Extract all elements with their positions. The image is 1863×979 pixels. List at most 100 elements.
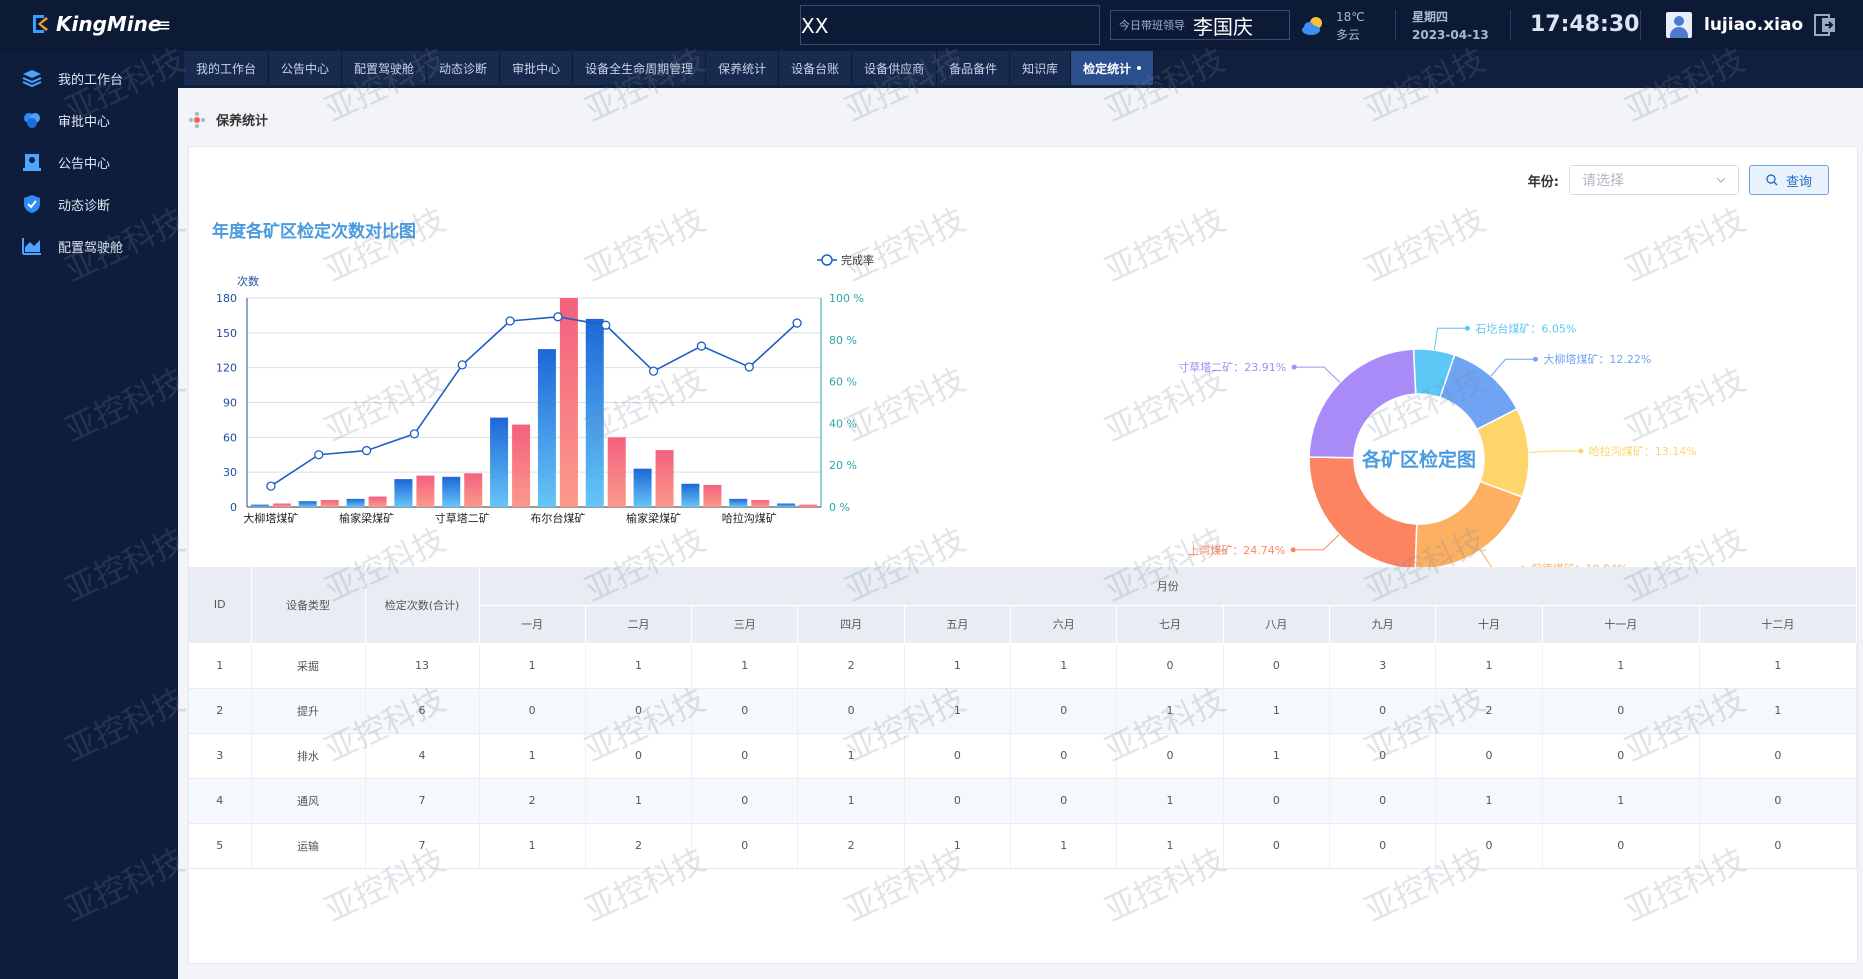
query-button[interactable]: 查询 — [1749, 165, 1829, 195]
sidebar-item-label: 配置驾驶舱 — [58, 240, 124, 256]
cell-month-value: 1 — [1435, 643, 1543, 689]
col-header-month: 八月 — [1223, 605, 1331, 644]
cell-month-value: 3 — [1329, 643, 1437, 689]
cell-month-value: 0 — [1699, 733, 1858, 779]
clock: 17:48:30 — [1530, 12, 1640, 37]
shield-icon — [24, 195, 40, 213]
slice-label-leader — [1528, 450, 1581, 453]
cell-id: 2 — [189, 688, 252, 734]
cell-month-value: 1 — [797, 778, 905, 824]
donut-slice[interactable] — [1308, 348, 1417, 459]
tab-equipment-ledger[interactable]: 设备台账 — [779, 51, 853, 85]
sidebar-item-notice[interactable]: 公告中心 — [22, 152, 110, 172]
bar-series-2 — [703, 484, 722, 507]
tab-knowledge[interactable]: 知识库 — [1010, 51, 1072, 85]
nodes-icon — [189, 111, 205, 128]
cell-month-value: 0 — [1010, 688, 1118, 734]
sidebar-item-label: 公告中心 — [58, 156, 111, 172]
bar-chart-title: 年度各矿区检定次数对比图 — [212, 222, 416, 242]
cell-type: 提升 — [251, 688, 366, 734]
bar-series-1 — [298, 501, 317, 507]
col-header-month-group: 月份 — [479, 567, 1857, 606]
header-divider — [1510, 10, 1511, 40]
y-tick-label: 90 — [223, 397, 237, 410]
bar-series-2 — [607, 437, 626, 507]
bar-series-1 — [633, 468, 652, 507]
logout-icon[interactable] — [1812, 12, 1838, 38]
cell-month-value: 0 — [1010, 778, 1118, 824]
search-icon — [1766, 174, 1778, 186]
tab-lifecycle[interactable]: 设备全生命周期管理 — [573, 51, 707, 85]
tab-supplier[interactable]: 设备供应商 — [852, 51, 938, 85]
tab-approval[interactable]: 审批中心 — [500, 51, 574, 85]
menu-toggle-icon[interactable]: ≡ — [156, 15, 172, 36]
cell-month-value: 1 — [1116, 778, 1224, 824]
sidebar-item-label: 动态诊断 — [58, 198, 111, 214]
sidebar-item-approval[interactable]: 审批中心 — [22, 110, 110, 130]
y-axis-title: 次数 — [237, 274, 259, 288]
tab-notice[interactable]: 公告中心 — [269, 51, 343, 85]
table-row: 3 排水 4 1 0 0 1 0 0 0 1 0 0 0 0 — [189, 733, 1858, 779]
tab-calibration-stats[interactable]: 检定统计 — [1071, 51, 1155, 85]
cell-month-value: 0 — [691, 823, 799, 869]
sidebar-item-workbench[interactable]: 我的工作台 — [22, 68, 123, 88]
slice-label: 寸草塔二矿：23.91% — [1178, 360, 1286, 374]
slice-label: 石圪台煤矿：6.05% — [1475, 321, 1576, 335]
bar-series-2 — [464, 473, 483, 507]
col-header-month: 九月 — [1329, 605, 1437, 644]
filter-bar: 年份: 请选择 查询 — [1528, 165, 1829, 195]
cell-month-value: 0 — [1435, 733, 1543, 779]
tab-workbench[interactable]: 我的工作台 — [184, 51, 270, 85]
y-tick-label: 120 — [216, 362, 237, 375]
tab-maintenance-stats[interactable]: 保养统计 — [706, 51, 780, 85]
legend-marker-icon[interactable] — [821, 254, 833, 266]
sidebar-item-cockpit[interactable]: 配置驾驶舱 — [22, 236, 123, 256]
year-label: 年份: — [1527, 174, 1559, 190]
app-name: KingMine — [56, 12, 162, 36]
tab-close-dot-icon[interactable] — [1137, 66, 1142, 70]
col-header-id: ID — [189, 567, 252, 644]
tab-cockpit[interactable]: 配置驾驶舱 — [342, 51, 428, 85]
slice-label-leader — [1433, 327, 1468, 351]
cell-month-value: 1 — [1435, 778, 1543, 824]
slice-label-dot — [1290, 547, 1296, 553]
duty-leader-name: 李国庆 — [1193, 14, 1253, 39]
user-menu[interactable]: lujiao.xiao — [1666, 12, 1803, 38]
slice-label-leader — [1490, 358, 1536, 377]
y-tick-label: 150 — [216, 327, 237, 340]
cell-month-value: 0 — [1699, 823, 1858, 869]
year-select[interactable]: 请选择 — [1569, 165, 1739, 195]
header-search-box[interactable]: XX — [800, 5, 1100, 45]
cell-total: 4 — [365, 733, 480, 779]
weather-desc: 多云 — [1336, 28, 1361, 42]
cell-month-value: 0 — [585, 733, 693, 779]
cell-month-value: 1 — [1010, 823, 1118, 869]
bar-series-2 — [751, 500, 770, 507]
y2-tick-label: 20 % — [829, 459, 857, 472]
weekday: 星期四 — [1412, 10, 1449, 24]
cell-month-value: 0 — [1329, 733, 1437, 779]
sidebar-item-label: 我的工作台 — [58, 72, 124, 88]
cell-month-value: 1 — [904, 688, 1012, 734]
tab-spare-parts[interactable]: 备品备件 — [937, 51, 1011, 85]
line-point — [553, 312, 563, 322]
tab-diagnosis[interactable]: 动态诊断 — [427, 51, 501, 85]
query-button-label: 查询 — [1785, 174, 1812, 190]
cubes-icon — [24, 113, 40, 128]
col-header-month: 七月 — [1116, 605, 1224, 644]
cell-month-value: 0 — [1542, 688, 1700, 734]
page-title: 保养统计 — [216, 114, 269, 129]
date-block: 星期四 2023-04-13 — [1412, 8, 1489, 44]
stats-panel: 年份: 请选择 查询 年度各矿区检定次数对比图 次数 0 30 60 90 120 150 1… — [188, 146, 1858, 964]
legend-label[interactable]: 完成率 — [841, 253, 874, 267]
top-bar: KingMine ≡ XX 今日带班领导 李国庆 18℃ 多云 星期四 2023… — [0, 0, 1863, 50]
bar-series-1 — [681, 483, 700, 507]
donut-slice[interactable] — [1414, 480, 1524, 570]
cell-total: 7 — [365, 778, 480, 824]
app-logo[interactable]: KingMine — [30, 12, 161, 36]
donut-slice[interactable] — [1308, 456, 1418, 570]
bar-series-2 — [799, 504, 818, 507]
cell-month-value: 1 — [1542, 643, 1700, 689]
sidebar-item-diagnosis[interactable]: 动态诊断 — [22, 194, 110, 214]
bar-series-1 — [490, 417, 509, 507]
